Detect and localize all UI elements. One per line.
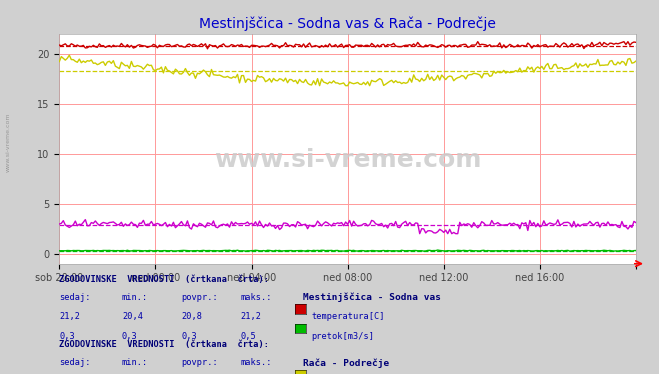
Text: 0,3: 0,3 bbox=[122, 332, 138, 341]
Text: 20,8: 20,8 bbox=[181, 312, 202, 321]
Text: www.si-vreme.com: www.si-vreme.com bbox=[5, 112, 11, 172]
Text: ZGODOVINSKE  VREDNOSTI  (črtkana  črta):: ZGODOVINSKE VREDNOSTI (črtkana črta): bbox=[59, 340, 270, 349]
Text: 21,2: 21,2 bbox=[59, 312, 80, 321]
Text: maks.:: maks.: bbox=[241, 293, 272, 302]
Text: povpr.:: povpr.: bbox=[181, 358, 218, 367]
Text: sedaj:: sedaj: bbox=[59, 358, 91, 367]
Text: 0,3: 0,3 bbox=[59, 332, 75, 341]
Text: 20,4: 20,4 bbox=[122, 312, 143, 321]
Text: povpr.:: povpr.: bbox=[181, 293, 218, 302]
Text: 21,2: 21,2 bbox=[241, 312, 262, 321]
Text: 0,3: 0,3 bbox=[181, 332, 197, 341]
Text: pretok[m3/s]: pretok[m3/s] bbox=[311, 332, 374, 341]
Text: www.si-vreme.com: www.si-vreme.com bbox=[214, 148, 481, 172]
Text: min.:: min.: bbox=[122, 358, 148, 367]
Text: min.:: min.: bbox=[122, 293, 148, 302]
Text: temperatura[C]: temperatura[C] bbox=[311, 312, 385, 321]
Title: Mestinjščica - Sodna vas & Rača - Podrečje: Mestinjščica - Sodna vas & Rača - Podreč… bbox=[199, 16, 496, 31]
Text: ZGODOVINSKE  VREDNOSTI  (črtkana  črta):: ZGODOVINSKE VREDNOSTI (črtkana črta): bbox=[59, 275, 270, 284]
Text: 0,5: 0,5 bbox=[241, 332, 256, 341]
Text: maks.:: maks.: bbox=[241, 358, 272, 367]
Text: Rača - Podrečje: Rača - Podrečje bbox=[303, 358, 389, 368]
Text: Mestinjščica - Sodna vas: Mestinjščica - Sodna vas bbox=[303, 293, 441, 302]
Text: sedaj:: sedaj: bbox=[59, 293, 91, 302]
